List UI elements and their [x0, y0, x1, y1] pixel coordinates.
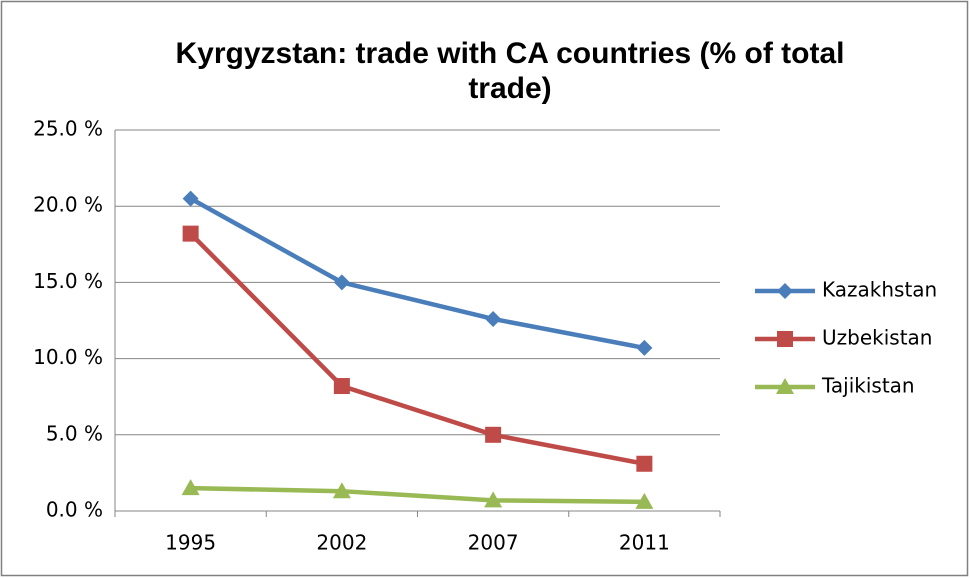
series-line [190, 485, 645, 505]
y-tick-label: 5.0 % [46, 421, 103, 445]
point [333, 378, 350, 395]
legend-marker [777, 331, 793, 347]
point [485, 310, 502, 327]
y-tick-label: 20.0 % [33, 193, 103, 217]
point [182, 225, 199, 242]
point [332, 482, 351, 499]
series-line [189, 196, 645, 351]
point [182, 190, 199, 207]
point [636, 455, 653, 472]
point [636, 339, 653, 356]
point [333, 274, 350, 291]
legend-label: Tajikistan [821, 374, 915, 398]
x-tick-label: 2011 [619, 531, 670, 555]
point [484, 491, 503, 508]
y-tick-label: 0.0 % [46, 498, 103, 522]
x-tick-label: 1995 [165, 531, 216, 555]
y-tick-label: 25.0 % [33, 117, 103, 141]
series-line [189, 232, 645, 466]
y-tick-label: 15.0 % [33, 269, 103, 293]
legend-label: Uzbekistan [822, 326, 932, 350]
legend-marker [777, 283, 793, 299]
legend-marker [776, 378, 794, 394]
chart-title: Kyrgyzstan: trade with CA countries (% o… [175, 37, 845, 105]
x-tick-label: 2002 [316, 531, 367, 555]
point [635, 492, 654, 509]
point [181, 479, 200, 496]
legend-label: Kazakhstan [822, 278, 937, 302]
x-tick-label: 2007 [468, 531, 519, 555]
point [485, 426, 502, 443]
y-tick-label: 10.0 % [33, 345, 103, 369]
